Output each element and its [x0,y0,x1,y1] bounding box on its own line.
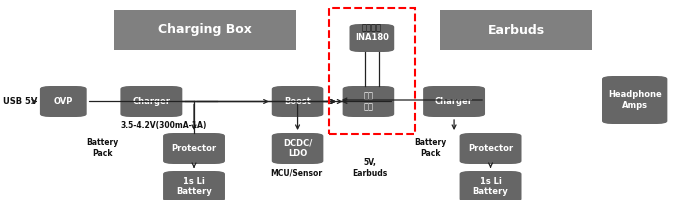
FancyBboxPatch shape [460,171,522,200]
Text: Charger: Charger [435,97,473,106]
Text: MCU/Sensor: MCU/Sensor [270,168,323,177]
Text: 3.5-4.2V(300mA-1A): 3.5-4.2V(300mA-1A) [120,121,207,130]
Text: 电流采样: 电流采样 [361,23,382,32]
Text: DCDC/
LDO: DCDC/ LDO [283,139,312,158]
Text: Protector: Protector [468,144,513,153]
Text: Battery
Pack: Battery Pack [86,138,118,158]
Text: 5V,
Earbuds: 5V, Earbuds [352,158,388,178]
Text: Battery
Pack: Battery Pack [414,138,447,158]
FancyBboxPatch shape [163,171,225,200]
Text: Boost: Boost [284,97,311,106]
Bar [329,8,415,134]
FancyBboxPatch shape [40,86,87,117]
Text: 采样
电阻: 采样 电阻 [363,92,374,111]
FancyBboxPatch shape [602,76,667,124]
Bar [114,10,296,50]
FancyBboxPatch shape [350,24,394,52]
Text: 1s Li
Battery: 1s Li Battery [473,177,508,196]
Text: USB 5V: USB 5V [3,98,38,106]
Text: INA180: INA180 [355,33,389,43]
FancyBboxPatch shape [163,133,225,164]
Text: OVP: OVP [54,97,73,106]
Text: Charging Box: Charging Box [158,23,252,36]
FancyBboxPatch shape [272,133,323,164]
Text: Protector: Protector [171,144,217,153]
FancyBboxPatch shape [460,133,522,164]
FancyBboxPatch shape [120,86,182,117]
FancyBboxPatch shape [343,86,394,117]
Text: Charger: Charger [132,97,171,106]
Bar [440,10,592,50]
Text: 1s Li
Battery: 1s Li Battery [176,177,212,196]
Text: Earbuds: Earbuds [487,23,545,36]
FancyBboxPatch shape [272,86,323,117]
FancyBboxPatch shape [423,86,485,117]
Text: Headphone
Amps: Headphone Amps [608,90,662,110]
